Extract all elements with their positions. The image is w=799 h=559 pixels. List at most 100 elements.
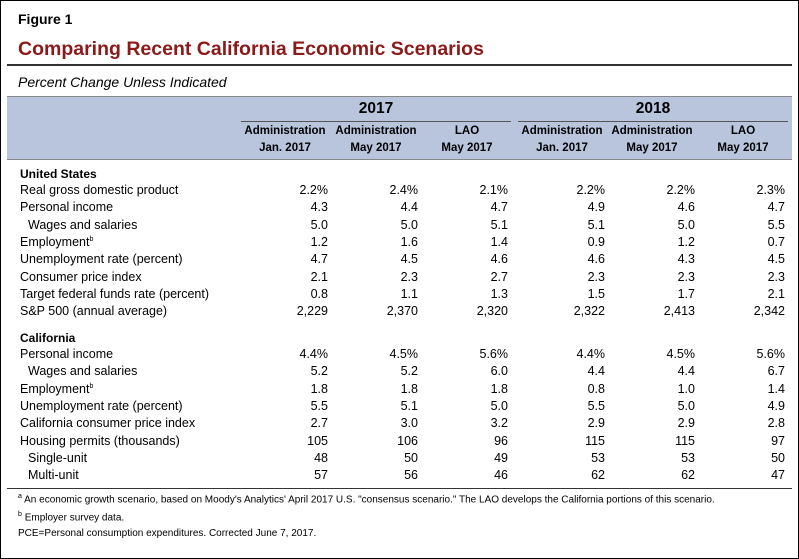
- footnote-text: PCE=Personal consumption expenditures. C…: [18, 528, 317, 539]
- year-header: 2018: [635, 100, 671, 117]
- cell: 4.6: [587, 252, 605, 267]
- column-header: LAO: [454, 125, 480, 137]
- cell: 50: [404, 450, 418, 465]
- cell: 1.6: [400, 234, 418, 249]
- cell: 2.2%: [666, 183, 696, 197]
- cell: 115: [675, 433, 695, 448]
- cell: 2.7: [490, 269, 508, 284]
- subtitle: Percent Change Unless Indicated: [18, 74, 227, 90]
- cell: 2,322: [573, 304, 605, 319]
- superscript: a: [18, 493, 22, 500]
- cell: 4.6: [677, 200, 695, 215]
- cell: 4.9: [767, 398, 785, 413]
- cell: 4.4: [677, 364, 695, 379]
- cell: 48: [314, 450, 328, 465]
- cell: 2.3%: [756, 183, 786, 197]
- cell: 4.5: [767, 252, 785, 267]
- cell: 4.7: [490, 200, 508, 215]
- cell: 5.0: [677, 217, 695, 232]
- cell: 62: [681, 468, 695, 483]
- cell: 4.4: [587, 364, 605, 379]
- cell: 53: [591, 450, 605, 465]
- column-header: Administration: [521, 125, 603, 137]
- cell: 4.5%: [666, 347, 696, 361]
- superscript: b: [18, 511, 22, 518]
- cell: 2.9: [677, 416, 695, 431]
- cell: 106: [397, 433, 418, 448]
- title: Comparing Recent California Economic Sce…: [18, 38, 484, 60]
- cell: 2.3: [587, 269, 605, 284]
- footnote-text: Employer survey data.: [24, 512, 125, 524]
- cell: 4.7: [767, 200, 785, 215]
- cell: 50: [771, 450, 785, 465]
- superscript: b: [89, 235, 94, 243]
- column-header: May 2017: [717, 142, 769, 154]
- cell: 1.8: [400, 381, 418, 396]
- cell: 1.8: [490, 381, 508, 396]
- cell: 6.0: [490, 364, 508, 379]
- cell: 2.2%: [299, 183, 329, 197]
- cell: 0.7: [767, 234, 785, 249]
- footnote: a An economic growth scenario, based on …: [18, 493, 715, 505]
- superscript: b: [89, 382, 94, 390]
- column-header: May 2017: [626, 142, 678, 154]
- title-rule: [7, 64, 792, 66]
- cell: 4.5%: [389, 347, 419, 361]
- cell: 2.2%: [576, 183, 606, 197]
- cell: 4.4%: [299, 347, 329, 361]
- column-header: May 2017: [350, 142, 402, 154]
- row-label: Wages and salaries: [28, 217, 138, 232]
- cell: 3.2: [490, 416, 508, 431]
- figure-label: Figure 1: [18, 11, 73, 27]
- cell: 1.3: [490, 286, 508, 301]
- cell: 5.5: [587, 398, 605, 413]
- footnote-text: An economic growth scenario, based on Mo…: [24, 494, 715, 506]
- year-rule: [241, 121, 511, 122]
- cell: 2,413: [663, 304, 695, 319]
- column-header: Administration: [611, 125, 693, 137]
- row-label: California consumer price index: [20, 416, 196, 431]
- cell: 5.1: [587, 217, 605, 232]
- cell: 62: [591, 468, 605, 483]
- cell: 5.6%: [756, 347, 786, 361]
- row-label: Employmentb: [20, 381, 94, 396]
- row-label: Multi-unit: [28, 468, 79, 483]
- cell: 1.7: [677, 286, 695, 301]
- footnote: PCE=Personal consumption expenditures. C…: [18, 528, 316, 539]
- row-label: Consumer price index: [20, 269, 142, 284]
- row-label: Housing permits (thousands): [20, 433, 180, 448]
- cell: 2.3: [400, 269, 418, 284]
- row-label: Unemployment rate (percent): [20, 252, 183, 267]
- cell: 5.2: [310, 364, 328, 379]
- cell: 5.0: [490, 398, 508, 413]
- cell: 57: [314, 468, 328, 483]
- cell: 0.8: [587, 381, 605, 396]
- cell: 49: [494, 450, 508, 465]
- row-label: Wages and salaries: [28, 364, 138, 379]
- cell: 2,229: [296, 304, 328, 319]
- cell: 2.1: [310, 269, 328, 284]
- cell: 5.0: [677, 398, 695, 413]
- row-label: Personal income: [20, 200, 114, 215]
- year-rule: [518, 121, 788, 122]
- cell: 0.9: [587, 234, 605, 249]
- row-label: Real gross domestic product: [20, 183, 179, 197]
- column-header: Administration: [335, 125, 417, 137]
- row-label: Employmentb: [20, 234, 94, 249]
- cell: 2,320: [476, 304, 508, 319]
- cell: 4.4%: [576, 347, 606, 361]
- cell: 5.5: [310, 398, 328, 413]
- cell: 47: [771, 468, 785, 483]
- cell: 46: [494, 468, 508, 483]
- row-label: Target federal funds rate (percent): [20, 286, 209, 301]
- cell: 97: [771, 433, 785, 448]
- section-title: United States: [20, 167, 97, 181]
- row-label: S&P 500 (annual average): [20, 304, 168, 319]
- cell: 0.8: [310, 286, 328, 301]
- cell: 1.0: [677, 381, 695, 396]
- cell: 5.1: [400, 398, 418, 413]
- row-label: Personal income: [20, 347, 114, 361]
- table-rule: [7, 488, 792, 489]
- cell: 1.8: [310, 381, 328, 396]
